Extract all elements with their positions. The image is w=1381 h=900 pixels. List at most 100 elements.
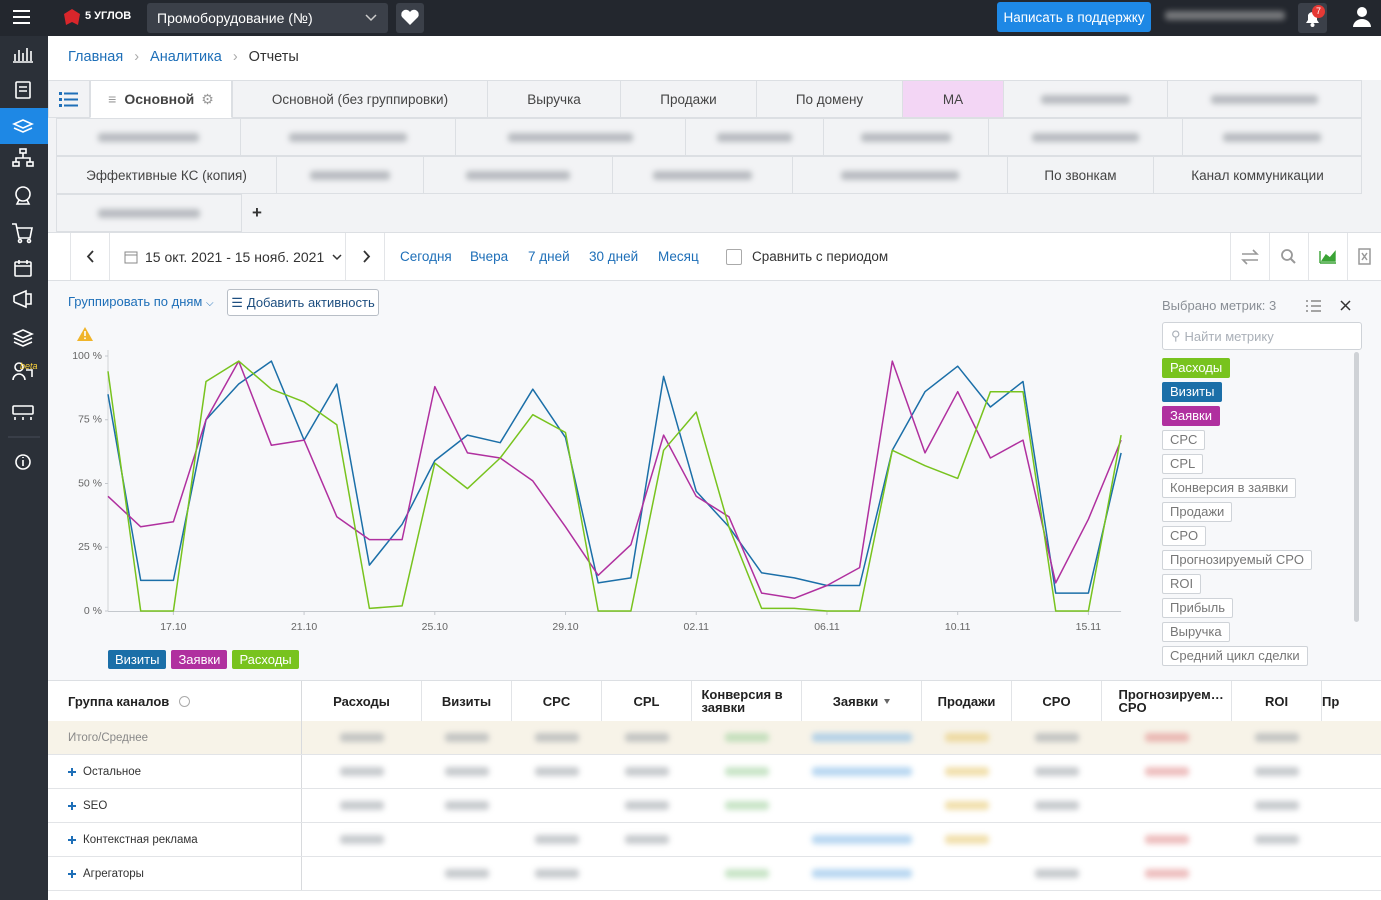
metric-chip[interactable]: Продажи (1162, 502, 1232, 522)
prev-period[interactable] (70, 233, 110, 280)
breadcrumb-link[interactable]: Главная (68, 49, 123, 65)
tab[interactable]: Выручка (487, 80, 621, 118)
expand-icon[interactable] (68, 836, 76, 844)
metric-chip[interactable]: Визиты (1162, 382, 1222, 402)
tab-blurred[interactable] (792, 156, 1008, 194)
tab[interactable]: Эффективные КС (копия) (56, 156, 277, 194)
blurred-value (625, 733, 669, 742)
tab-blurred[interactable] (423, 156, 613, 194)
project-select[interactable]: Промоборудование (№) (147, 3, 388, 33)
blurred-value (445, 869, 489, 878)
column-header[interactable]: Заявки (802, 681, 922, 721)
column-title: Визиты (442, 695, 491, 708)
notifications-button[interactable]: 7 (1298, 3, 1327, 33)
tab-active[interactable]: ≡Основной⚙ (90, 80, 232, 118)
tab-blurred[interactable] (823, 118, 989, 156)
row-name: Контекстная реклама (83, 834, 198, 846)
tab-blurred[interactable] (240, 118, 456, 156)
blurred-value (1145, 835, 1189, 844)
column-header[interactable]: Конверсия в заявки (692, 681, 802, 721)
breadcrumb-link[interactable]: Аналитика (150, 49, 222, 65)
add-tab[interactable]: + (252, 203, 262, 223)
metric-chip[interactable]: Средний цикл сделки (1162, 646, 1308, 666)
preset[interactable]: Сегодня (400, 249, 452, 264)
tab[interactable]: Канал коммуникации (1153, 156, 1362, 194)
metric-chip[interactable]: Прибыль (1162, 598, 1233, 618)
tab-label: Основной (124, 91, 194, 107)
metric-chip[interactable]: CPL (1162, 454, 1203, 474)
tab-blurred[interactable] (56, 194, 242, 232)
sidebar-icons[interactable] (0, 36, 48, 900)
blurred-value (445, 801, 489, 810)
column-title: ROI (1265, 695, 1288, 708)
health-button[interactable] (396, 3, 424, 33)
tab[interactable]: МА (902, 80, 1004, 118)
column-header[interactable]: CPL (602, 681, 692, 721)
menu-icon[interactable] (0, 0, 48, 36)
column-header[interactable]: Расходы (302, 681, 422, 721)
metric-chip[interactable]: CPC (1162, 430, 1205, 450)
column-title: Продажи (938, 695, 996, 708)
tab-blurred[interactable] (455, 118, 686, 156)
metric-chip[interactable]: Прогнозируемый CPO (1162, 550, 1312, 570)
search-placeholder: Найти метрику (1185, 329, 1274, 344)
expand-icon[interactable] (68, 768, 76, 776)
metrics-panel-icons[interactable] (1305, 298, 1355, 314)
metric-chip[interactable]: Расходы (1162, 358, 1230, 378)
preset[interactable]: Вчера (470, 249, 508, 264)
tab-blurred[interactable] (1167, 80, 1362, 118)
tab[interactable]: Продажи (620, 80, 757, 118)
column-header[interactable]: CPO (1012, 681, 1102, 721)
row-label: Контекстная реклама (48, 823, 302, 856)
metric-search[interactable]: ⚲Найти метрику (1162, 322, 1362, 350)
toolbar-icons[interactable] (1230, 233, 1381, 280)
logo: 5 УГЛОВ (85, 10, 131, 22)
expand-icon[interactable] (68, 802, 76, 810)
expand-icon[interactable] (68, 870, 76, 878)
metric-chip[interactable]: Выручка (1162, 622, 1230, 642)
tab-blurred[interactable] (612, 156, 793, 194)
metric-chip[interactable]: Заявки (1162, 406, 1220, 426)
blurred-value (725, 733, 769, 742)
column-header[interactable]: ROI (1232, 681, 1322, 721)
user-icon[interactable] (1347, 0, 1381, 36)
line-chart: 0 %25 %50 %75 %100 %17.1021.1025.1029.10… (48, 281, 1158, 680)
preset[interactable]: Месяц (658, 249, 699, 264)
tab-blurred[interactable] (1182, 118, 1362, 156)
tab-blurred[interactable] (988, 118, 1183, 156)
compare-checkbox[interactable] (726, 249, 742, 265)
legend-item[interactable]: Заявки (171, 650, 227, 669)
legend-item[interactable]: Расходы (232, 650, 298, 669)
tab-blurred[interactable] (1003, 80, 1168, 118)
metric-chip[interactable]: CPO (1162, 526, 1206, 546)
blurred-value (340, 801, 384, 810)
tab[interactable]: Основной (без группировки) (232, 80, 488, 118)
legend-item[interactable]: Визиты (108, 650, 166, 669)
column-header[interactable]: Группа каналов (48, 681, 302, 721)
column-header[interactable]: CPC (512, 681, 602, 721)
column-header[interactable]: Прогнозируем… CPO (1102, 681, 1232, 721)
x-tick-label: 06.11 (814, 621, 840, 633)
toolbar: 15 окт. 2021 - 15 нояб. 2021 Сегодня Вче… (48, 232, 1381, 281)
date-picker[interactable]: 15 окт. 2021 - 15 нояб. 2021 (110, 233, 345, 280)
column-title: CPO (1042, 695, 1070, 708)
tab-blurred[interactable] (685, 118, 824, 156)
column-header[interactable]: Визиты (422, 681, 512, 721)
tab[interactable]: По звонкам (1007, 156, 1154, 194)
column-header[interactable]: Пр (1322, 681, 1381, 721)
tab[interactable]: По домену (756, 80, 903, 118)
preset[interactable]: 7 дней (528, 249, 570, 264)
column-header[interactable]: Продажи (922, 681, 1012, 721)
metric-chip[interactable]: ROI (1162, 574, 1201, 594)
tab-blurred[interactable] (276, 156, 424, 194)
metric-chip[interactable]: Конверсия в заявки (1162, 478, 1296, 498)
next-period[interactable] (345, 233, 385, 280)
blurred-value (535, 733, 579, 742)
tabs-list-button[interactable] (48, 80, 90, 118)
compare-label[interactable]: Сравнить с периодом (752, 249, 888, 264)
tab-blurred[interactable] (56, 118, 241, 156)
y-tick-label: 0 % (84, 605, 102, 617)
x-tick-label: 25.10 (422, 621, 448, 633)
support-button[interactable]: Написать в поддержку (997, 2, 1151, 32)
preset[interactable]: 30 дней (589, 249, 638, 264)
